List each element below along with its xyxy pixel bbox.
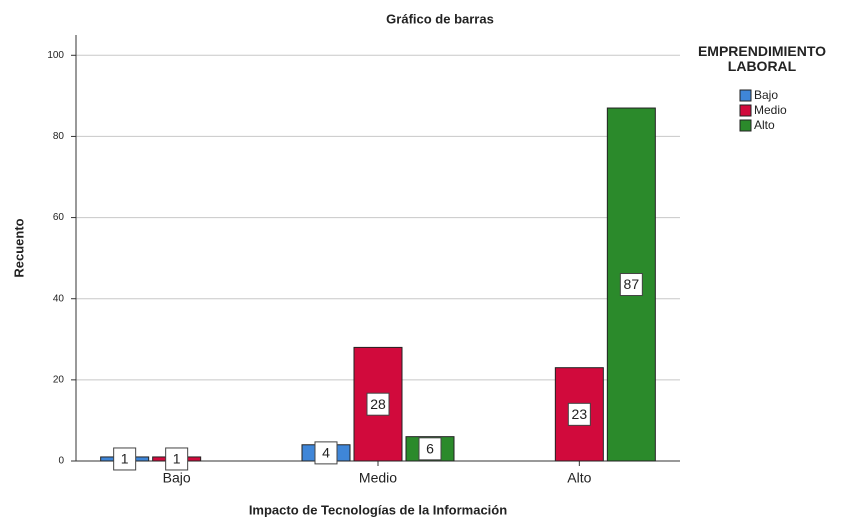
y-tick-label: 20 — [53, 374, 65, 385]
legend-swatch — [739, 104, 752, 117]
data-label-box — [567, 402, 591, 426]
data-label-box — [165, 447, 189, 471]
legend-label: Bajo — [754, 88, 778, 102]
chart-title: Gráfico de barras — [386, 11, 494, 26]
data-label: 28 — [370, 396, 386, 412]
y-tick-label: 40 — [53, 293, 65, 304]
y-tick-label: 0 — [58, 456, 64, 467]
data-label: 4 — [322, 445, 330, 461]
data-label-box — [113, 447, 137, 471]
legend-label: Alto — [754, 118, 775, 132]
y-tick-label: 100 — [47, 50, 64, 61]
x-tick-label: Medio — [359, 470, 397, 486]
data-label: 23 — [572, 406, 588, 422]
legend-label: Medio — [754, 103, 787, 117]
y-tick-label: 60 — [53, 212, 65, 223]
x-tick-label: Bajo — [163, 470, 191, 486]
data-label: 87 — [624, 276, 640, 292]
x-tick-label: Alto — [567, 470, 591, 486]
x-axis-label: Impacto de Tecnologías de la Información — [249, 502, 507, 517]
data-label: 1 — [173, 451, 181, 467]
legend-title: EMPRENDIMIENTO LABORAL — [697, 43, 827, 74]
data-label: 6 — [426, 441, 434, 457]
data-label: 1 — [121, 451, 129, 467]
y-axis-label: Recuento — [11, 218, 26, 277]
data-label-box — [314, 441, 338, 465]
data-label-box — [619, 273, 643, 297]
data-label-box — [418, 437, 442, 461]
data-label-box — [366, 392, 390, 416]
legend-swatch — [739, 119, 752, 132]
y-tick-label: 80 — [53, 131, 65, 142]
legend-swatch — [739, 89, 752, 102]
bar — [353, 346, 403, 462]
